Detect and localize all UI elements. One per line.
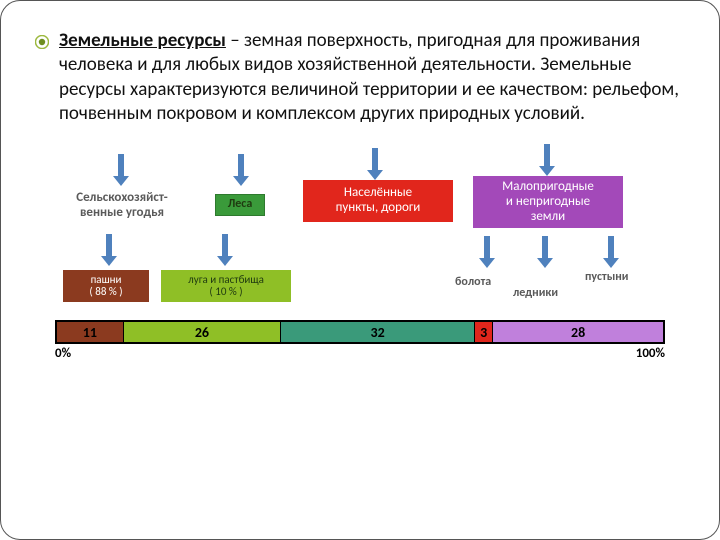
box-meadow: луга и пастбища( 10 % ) (161, 270, 291, 302)
bar-axis: 0% 100% (55, 346, 665, 362)
box-unfit-line3: земли (531, 210, 565, 225)
down-arrow-icon (233, 154, 249, 186)
box-settle-line2: пункты, дороги (336, 201, 421, 216)
box-forest: Леса (215, 194, 265, 216)
label-desert: пустыни (585, 270, 628, 284)
box-meadow-line2: ( 10 % ) (209, 286, 242, 299)
definition-text: Земельные ресурсы – земная поверхность, … (59, 29, 685, 126)
axis-tick-right: 100% (636, 346, 665, 361)
label-bog: болота (455, 275, 491, 289)
box-settle-line1: Населённые (344, 186, 412, 201)
box-unfit-line1: Малопригодные (502, 180, 594, 195)
down-arrow-icon (539, 144, 555, 176)
term: Земельные ресурсы (59, 29, 226, 52)
label-glacier: ледники (513, 286, 558, 300)
down-arrow-icon (217, 234, 233, 266)
box-agri-line2: венные угодья (80, 206, 164, 221)
down-arrow-icon (479, 236, 495, 268)
box-arable-line2: ( 88 % ) (89, 286, 122, 299)
box-unfit-line2: и непригодные (506, 195, 590, 210)
bar-segment-4: 28 (493, 322, 663, 342)
bar-segment-1: 26 (124, 322, 282, 342)
down-arrow-icon (603, 236, 619, 268)
diagram: Сельскохозяйст-венные угодья Леса Населённ… (35, 140, 685, 360)
box-settle: Населённыепункты, дороги (303, 180, 453, 222)
down-arrow-icon (537, 236, 553, 268)
down-arrow-icon (101, 234, 117, 266)
bullet-row: Земельные ресурсы – земная поверхность, … (35, 29, 685, 126)
down-arrow-icon (367, 148, 383, 180)
down-arrow-icon (113, 154, 129, 186)
box-arable: пашни( 88 % ) (63, 270, 149, 302)
bar-segment-0: 11 (57, 322, 124, 342)
bar-track: 112632328 (55, 320, 665, 344)
bullet-icon (35, 35, 49, 54)
bar-segment-3: 3 (475, 322, 493, 342)
stacked-bar: 112632328 0% 100% (55, 320, 665, 362)
box-forest-line1: Леса (228, 198, 253, 212)
bar-segment-2: 32 (281, 322, 475, 342)
axis-tick-left: 0% (55, 346, 71, 361)
box-unfit: Малопригодныеи непригодныеземли (473, 176, 623, 228)
box-agri-line1: Сельскохозяйст- (76, 191, 167, 206)
box-agri: Сельскохозяйст-венные угодья (47, 188, 197, 224)
